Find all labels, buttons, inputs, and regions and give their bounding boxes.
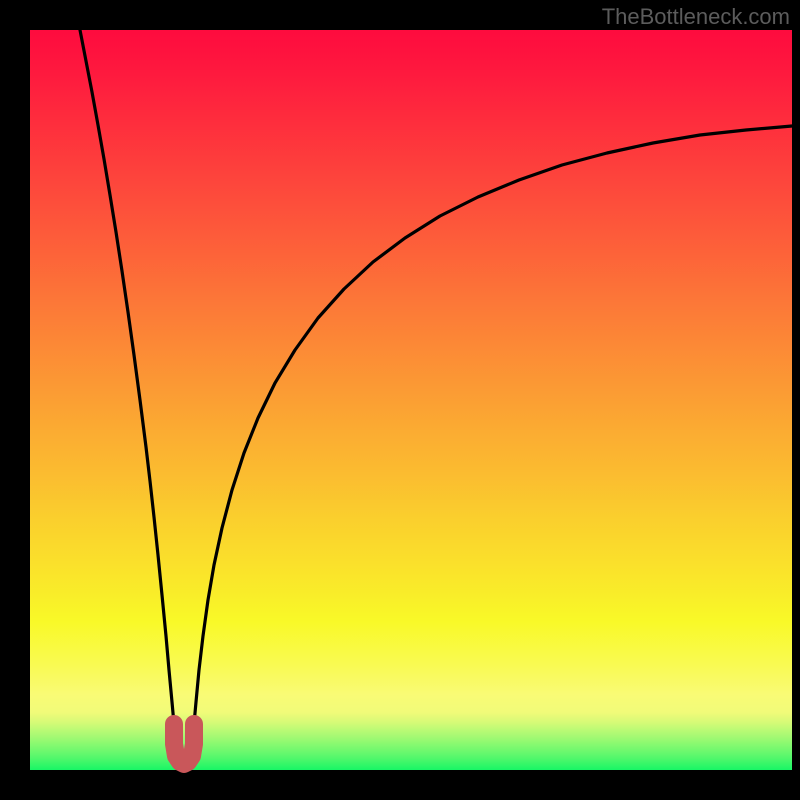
plot-area <box>30 30 792 770</box>
chart-canvas <box>0 0 800 800</box>
watermark-text: TheBottleneck.com <box>602 4 790 30</box>
